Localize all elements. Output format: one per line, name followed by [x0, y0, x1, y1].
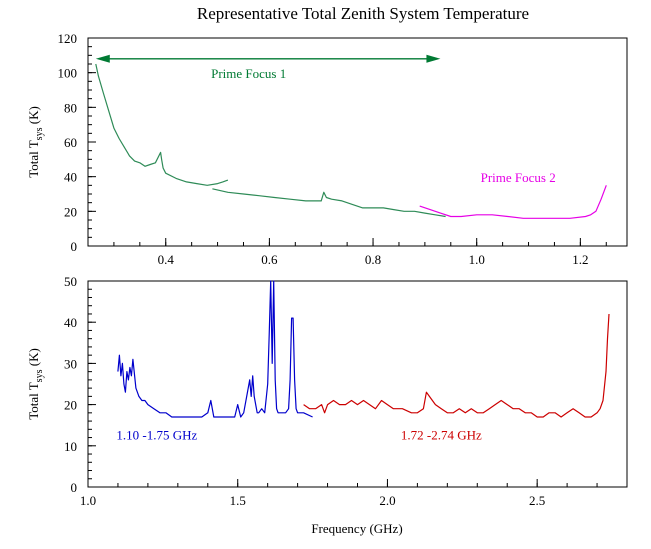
top-series-line-2	[212, 188, 446, 218]
top-y-tick-label: 100	[58, 66, 78, 81]
top-plot-frame	[87, 37, 628, 247]
top-panel: 0.4 0.6 0.8 1.0 1.2 0 20 40 60 80 100 120 Prime Foc…	[26, 31, 628, 267]
top-y-axis-label: Total Tsys (K)	[26, 106, 45, 178]
range-arrow-right-head	[426, 54, 441, 63]
bottom-x-tick-label: 1.0	[80, 493, 96, 508]
bottom-x-tick-label: 1.5	[230, 493, 246, 508]
top-y-tick-label: 0	[71, 239, 78, 254]
bottom-axis-ticks: 1.0 1.5 2.0 2.5 0 10 20 30 40 50	[64, 274, 628, 508]
x-axis-label: Frequency (GHz)	[311, 521, 402, 536]
top-annotations: Prime Focus 1 Prime Focus 2	[95, 54, 556, 185]
bottom-annotation: 1.10 -1.75 GHz	[116, 428, 197, 443]
top-y-tick-label: 80	[64, 100, 77, 115]
top-x-tick-label: 0.6	[261, 252, 278, 267]
bottom-annotations: 1.10 -1.75 GHz 1.72 -2.74 GHz	[116, 428, 482, 443]
top-series-group	[95, 63, 607, 219]
bottom-y-tick-label: 10	[64, 439, 77, 454]
top-axis-ticks: 0.4 0.6 0.8 1.0 1.2 0 20 40 60 80 100 120	[58, 31, 607, 267]
top-series-line-1	[95, 63, 229, 186]
bottom-y-tick-label: 30	[64, 356, 77, 371]
top-series-line-3	[419, 185, 607, 219]
top-annotation: Prime Focus 1	[211, 66, 286, 81]
bottom-series-group	[117, 280, 610, 418]
top-y-tick-label: 40	[64, 170, 77, 185]
bottom-series-line-1	[117, 280, 313, 418]
top-x-tick-label: 0.8	[365, 252, 381, 267]
top-x-tick-label: 0.4	[158, 252, 175, 267]
bottom-x-tick-label: 2.0	[379, 493, 395, 508]
top-annotation: Prime Focus 2	[481, 170, 556, 185]
bottom-y-tick-label: 0	[71, 480, 78, 495]
bottom-y-tick-label: 40	[64, 315, 77, 330]
top-y-tick-label: 20	[64, 204, 77, 219]
top-x-tick-label: 1.0	[469, 252, 485, 267]
bottom-y-axis-label: Total Tsys (K)	[26, 348, 45, 420]
bottom-y-tick-label: 20	[64, 398, 77, 413]
bottom-y-tick-label: 50	[64, 274, 77, 289]
top-y-tick-label: 120	[58, 31, 78, 46]
bottom-plot-frame	[87, 280, 628, 488]
top-x-tick-label: 1.2	[572, 252, 588, 267]
top-y-tick-label: 60	[64, 135, 77, 150]
chart-title: Representative Total Zenith System Tempe…	[197, 4, 529, 23]
bottom-annotation: 1.72 -2.74 GHz	[401, 428, 482, 443]
range-arrow-left-head	[95, 54, 110, 63]
bottom-x-tick-label: 2.5	[529, 493, 545, 508]
bottom-series-line-2	[303, 313, 610, 418]
